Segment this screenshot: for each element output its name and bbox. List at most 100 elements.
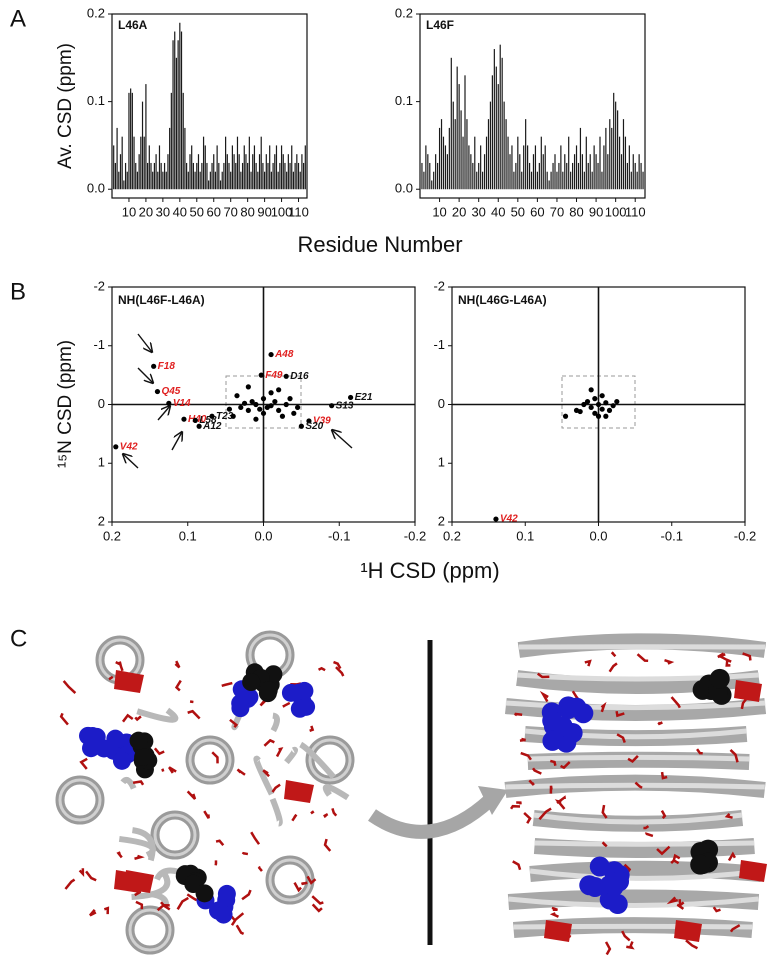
bar [515,162,517,190]
bar [628,145,630,190]
side-chain [291,813,298,822]
bar [272,162,274,190]
bar [438,127,441,190]
point [253,416,259,422]
bar [119,154,122,190]
y-tick-label: 1 [98,455,105,470]
point [226,406,233,412]
side-chain [666,896,679,905]
y-tick-label: 0.0 [395,181,413,196]
bar [587,162,589,190]
annotation-arrows [123,333,353,469]
sphere-blue [106,729,125,748]
bar [201,162,203,190]
bar [236,136,239,190]
bar [202,136,205,190]
y-tick-label: -2 [433,278,445,293]
bar [523,145,525,190]
point [276,387,282,393]
side-chain [729,749,739,763]
bar [226,154,228,190]
helix [529,860,762,882]
arrow [137,367,153,383]
point [577,408,583,415]
side-chain [306,875,317,885]
x-tick-label: 100 [605,204,627,219]
side-chain [257,865,263,872]
bar [152,171,154,190]
side-chain [116,851,123,859]
side-chain [512,860,522,871]
sphere-blue [558,699,579,720]
side-chain [186,790,197,800]
bar [429,162,431,190]
plot-frame [111,13,308,199]
strand [270,712,280,733]
side-chain [519,737,526,742]
x-tick-label: -0.1 [661,528,683,543]
bar [126,171,128,190]
point [166,400,172,406]
side-chain [627,754,639,763]
point [238,404,244,411]
bar [525,119,527,190]
y-tick-label: 0.1 [395,93,413,108]
bar [501,57,503,190]
x-tick-label: 0.1 [179,528,197,543]
side-chain [514,712,523,717]
bar [470,154,472,190]
bar [454,119,456,190]
bar [503,101,505,190]
red-helix [674,920,702,942]
bar [507,136,509,190]
side-chain [600,701,607,713]
side-chain [727,851,736,862]
side-chain [660,771,668,780]
bar [431,180,433,190]
helix [527,754,750,762]
red-helix [739,860,767,882]
bar [248,136,250,190]
side-chain [135,900,144,910]
point [603,400,609,406]
helix [534,840,755,847]
bar [221,171,223,190]
side-chain [536,672,550,679]
point-label: D16 [290,371,309,382]
side-chain [685,939,699,950]
point-label: V14 [173,398,191,409]
x-tick-label: 20 [452,204,466,219]
bar [208,180,210,190]
bar [595,154,597,190]
bar [593,145,595,190]
bar [192,162,194,190]
helix [529,868,762,881]
strand [284,746,299,765]
point [592,396,598,402]
x-tick-label: 60 [530,204,544,219]
side-chain [676,903,685,910]
bar [186,162,188,190]
protein-structures [55,630,767,956]
x-tick-label: 60 [207,204,221,219]
bar [116,127,118,190]
bar [206,162,208,190]
side-chain [186,893,198,902]
point [562,413,569,419]
bar [542,154,544,190]
bar [597,162,599,190]
bar [304,145,306,190]
strand [136,707,179,723]
side-chain [282,701,291,708]
bar [252,154,254,190]
bar [538,162,540,190]
sphere-blue [542,730,563,751]
bar [280,145,283,190]
bar [147,162,149,190]
bar [267,162,269,190]
bar [255,162,257,190]
x-tick-label: 70 [550,204,564,219]
bar [286,171,288,190]
bar [491,75,493,190]
